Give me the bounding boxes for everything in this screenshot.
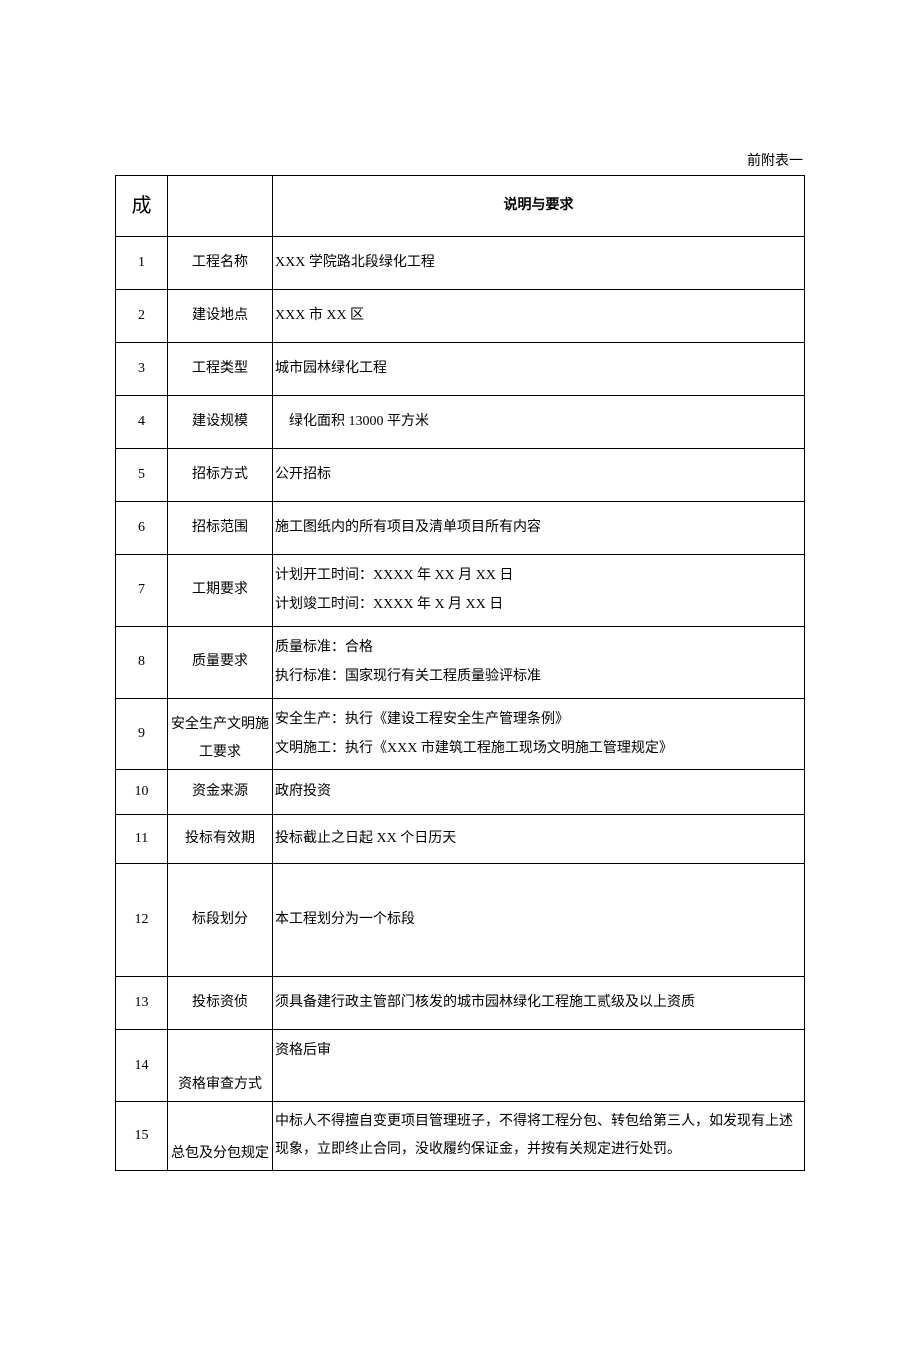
row-label: 工程名称 [168,237,273,290]
row-label: 质量要求 [168,626,273,698]
row-content: 须具备建行政主管部门核发的城市园林绿化工程施工贰级及以上资质 [273,977,805,1030]
header-col1: 成 [116,176,168,237]
row-content: 质量标准：合格 执行标准：国家现行有关工程质量验评标准 [273,626,805,698]
row-num: 11 [116,815,168,864]
row-content-line: 计划竣工时间：XXXX 年 X 月 XX 日 [275,590,802,619]
row-content: 计划开工时间：XXXX 年 XX 月 XX 日 计划竣工时间：XXXX 年 X … [273,555,805,627]
row-content-line: 执行标准：国家现行有关工程质量验评标准 [275,662,802,691]
row-num: 12 [116,864,168,977]
row-num: 9 [116,698,168,770]
table-row: 15 总包及分包规定 中标人不得擅自变更项目管理班子，不得将工程分包、转包给第三… [116,1102,805,1171]
row-content-line: 安全生产：执行《建设工程安全生产管理条例》 [275,705,802,734]
row-content: 绿化面积 13000 平方米 [273,396,805,449]
row-num: 2 [116,290,168,343]
row-num: 8 [116,626,168,698]
row-num: 5 [116,449,168,502]
row-label: 标段划分 [168,864,273,977]
row-content-line: 质量标准：合格 [275,633,802,662]
row-content: 资格后审 [273,1030,805,1102]
row-content: 中标人不得擅自变更项目管理班子，不得将工程分包、转包给第三人，如发现有上述现象，… [273,1102,805,1171]
row-content: 本工程划分为一个标段 [273,864,805,977]
row-content: XXX 市 XX 区 [273,290,805,343]
row-num: 15 [116,1102,168,1171]
table-header-row: 成 说明与要求 [116,176,805,237]
row-content: 施工图纸内的所有项目及清单项目所有内容 [273,502,805,555]
table-row: 2 建设地点 XXX 市 XX 区 [116,290,805,343]
table-row: 5 招标方式 公开招标 [116,449,805,502]
header-col2 [168,176,273,237]
row-content: 政府投资 [273,770,805,815]
table-row: 3 工程类型 城市园林绿化工程 [116,343,805,396]
table-caption: 前附表一 [115,150,805,170]
row-num: 10 [116,770,168,815]
table-row: 9 安全生产文明施工要求 安全生产：执行《建设工程安全生产管理条例》 文明施工：… [116,698,805,770]
spec-table: 成 说明与要求 1 工程名称 XXX 学院路北段绿化工程 2 建设地点 XXX … [115,175,805,1171]
table-row: 12 标段划分 本工程划分为一个标段 [116,864,805,977]
row-num: 13 [116,977,168,1030]
row-label: 建设地点 [168,290,273,343]
table-row: 8 质量要求 质量标准：合格 执行标准：国家现行有关工程质量验评标准 [116,626,805,698]
row-label: 总包及分包规定 [168,1102,273,1171]
row-content-line: 资格后审 [275,1036,802,1065]
row-content: 投标截止之日起 XX 个日历天 [273,815,805,864]
table-row: 6 招标范围 施工图纸内的所有项目及清单项目所有内容 [116,502,805,555]
row-num: 6 [116,502,168,555]
row-content: 城市园林绿化工程 [273,343,805,396]
row-num: 1 [116,237,168,290]
header-col3: 说明与要求 [273,176,805,237]
row-content-line: 计划开工时间：XXXX 年 XX 月 XX 日 [275,561,802,590]
row-num: 3 [116,343,168,396]
table-row: 4 建设规模 绿化面积 13000 平方米 [116,396,805,449]
row-num: 4 [116,396,168,449]
row-label: 资金来源 [168,770,273,815]
row-content: 公开招标 [273,449,805,502]
row-content-line: 文明施工：执行《XXX 市建筑工程施工现场文明施工管理规定》 [275,734,802,763]
table-row: 11 投标有效期 投标截止之日起 XX 个日历天 [116,815,805,864]
row-label: 安全生产文明施工要求 [168,698,273,770]
row-label: 建设规模 [168,396,273,449]
row-content: XXX 学院路北段绿化工程 [273,237,805,290]
table-row: 14 资格审查方式 资格后审 [116,1030,805,1102]
row-label: 工期要求 [168,555,273,627]
row-label: 招标范围 [168,502,273,555]
row-num: 14 [116,1030,168,1102]
row-label: 工程类型 [168,343,273,396]
table-row: 1 工程名称 XXX 学院路北段绿化工程 [116,237,805,290]
row-label: 投标有效期 [168,815,273,864]
table-row: 13 投标资侦 须具备建行政主管部门核发的城市园林绿化工程施工贰级及以上资质 [116,977,805,1030]
row-label: 招标方式 [168,449,273,502]
table-row: 10 资金来源 政府投资 [116,770,805,815]
row-label: 资格审查方式 [168,1030,273,1102]
row-num: 7 [116,555,168,627]
table-row: 7 工期要求 计划开工时间：XXXX 年 XX 月 XX 日 计划竣工时间：XX… [116,555,805,627]
row-content: 安全生产：执行《建设工程安全生产管理条例》 文明施工：执行《XXX 市建筑工程施… [273,698,805,770]
row-label: 投标资侦 [168,977,273,1030]
